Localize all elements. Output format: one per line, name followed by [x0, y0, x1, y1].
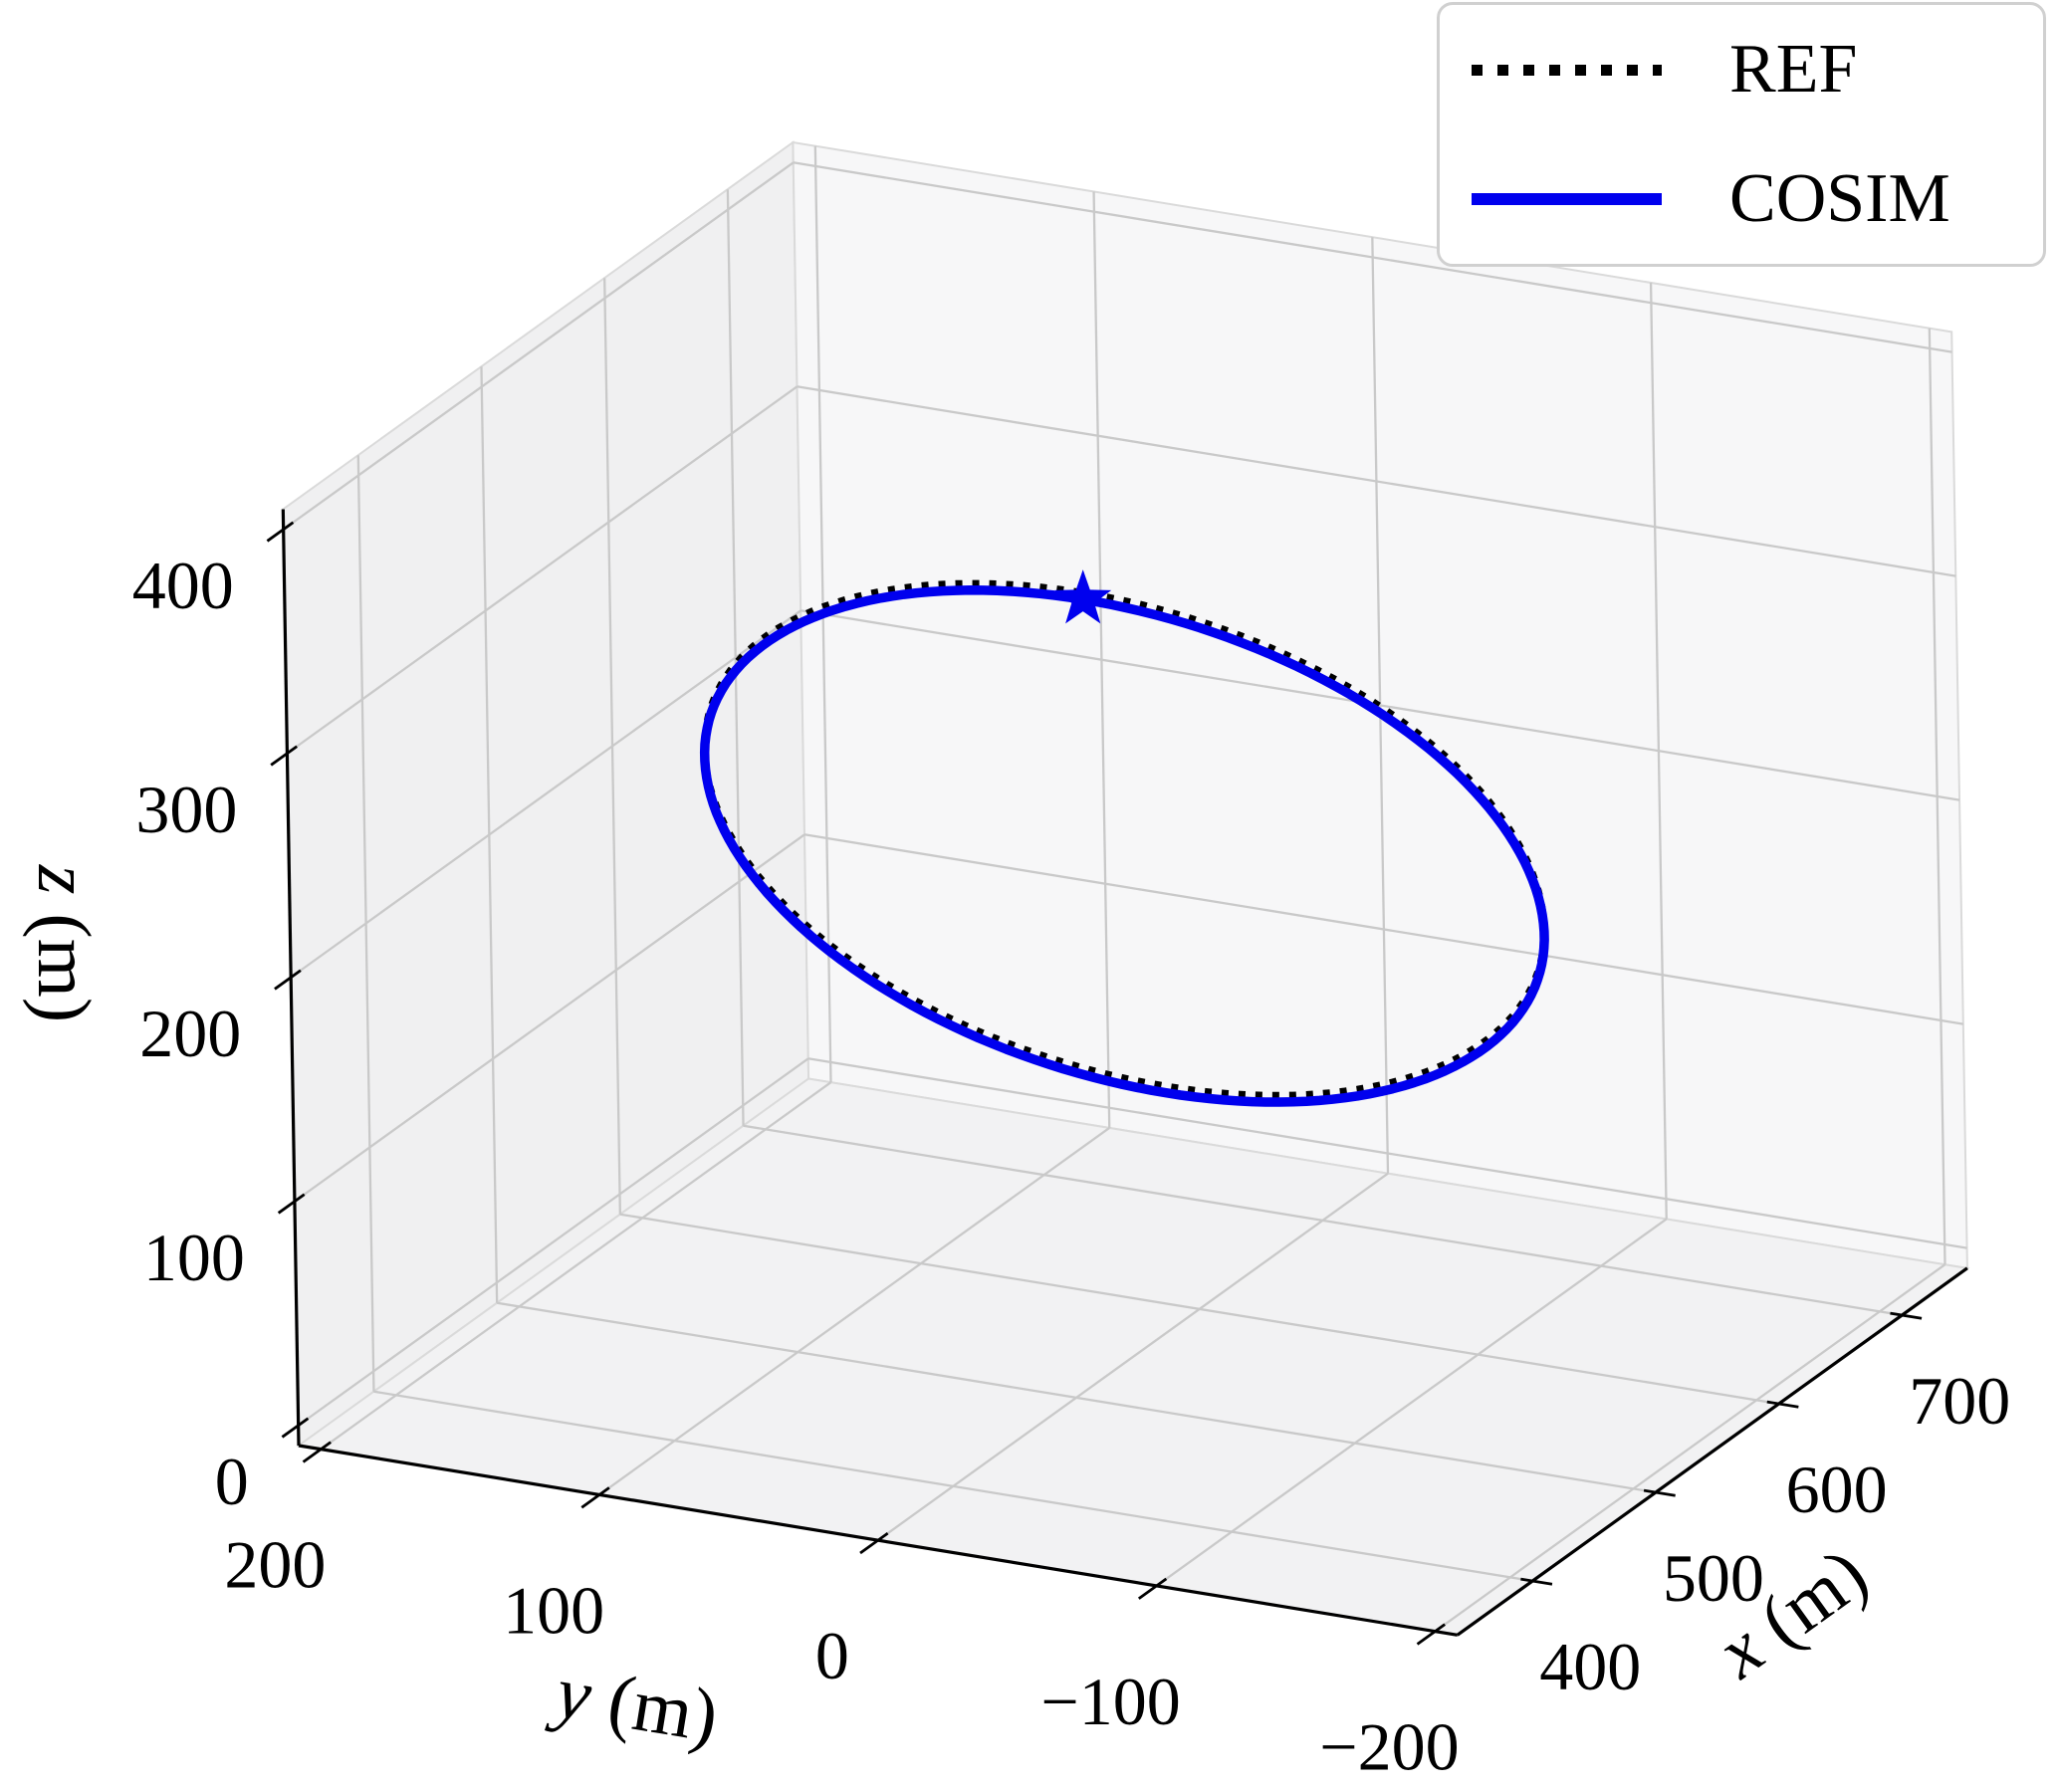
x-tick — [1766, 1400, 1799, 1409]
start-marker-star — [1054, 569, 1112, 624]
y-tick-label: −100 — [1040, 1664, 1180, 1739]
y-tick-label: 0 — [815, 1618, 849, 1693]
z-gridline-left — [282, 161, 795, 531]
x-tick-label: 500 — [1663, 1540, 1764, 1616]
y-gridline-floor — [598, 1127, 1110, 1496]
z-tick-label: 100 — [143, 1220, 245, 1295]
cosim-trajectory-line — [699, 585, 1549, 1107]
z-gridline-left — [290, 609, 801, 979]
z-tick-label: 400 — [132, 548, 234, 623]
x-axis-spine — [1456, 1266, 1968, 1637]
y-tick-label: 200 — [224, 1527, 326, 1603]
y-tick — [859, 1532, 889, 1555]
ref-dotted-line-sample — [1472, 64, 1662, 76]
legend-label-ref: REF — [1729, 31, 1858, 108]
legend-item-cosim: COSIM — [1440, 139, 2043, 259]
y-gridline-floor — [1434, 1263, 1946, 1633]
y-gridline-floor — [320, 1081, 832, 1451]
y-gridline-floor — [1155, 1218, 1668, 1587]
y-tick — [580, 1486, 610, 1509]
z-gridline-right — [803, 833, 1963, 1025]
y-tick-label: 100 — [503, 1572, 604, 1648]
z-tick-label: 0 — [215, 1444, 249, 1519]
legend: REF COSIM — [1437, 2, 2046, 267]
z-tick — [274, 969, 302, 991]
x-tick-label: 600 — [1786, 1452, 1888, 1527]
y-axis-title: y (m) — [544, 1649, 724, 1758]
z-tick-label: 300 — [135, 772, 237, 847]
y-tick — [302, 1441, 332, 1463]
x-tick-label: 700 — [1909, 1363, 2010, 1439]
y-tick — [1137, 1577, 1168, 1600]
z-tick — [266, 521, 295, 543]
z-gridline-left — [294, 833, 805, 1203]
z-gridline-left — [297, 1057, 809, 1427]
y-tick — [1416, 1623, 1446, 1646]
y-gridline-floor — [877, 1172, 1389, 1542]
x-tick — [1520, 1577, 1553, 1586]
z-axis-title: z (m) — [22, 864, 106, 1022]
z-gridline-right — [793, 161, 1952, 353]
x-tick — [1890, 1311, 1923, 1320]
z-gridline-right — [800, 609, 1960, 801]
z-tick — [270, 745, 298, 767]
legend-item-ref: REF — [1440, 10, 2043, 129]
x-tick — [1643, 1488, 1676, 1497]
z-gridline-right — [797, 385, 1956, 577]
z-gridline-left — [286, 385, 799, 755]
y-tick-label: −200 — [1319, 1709, 1459, 1785]
z-tick-label: 200 — [139, 996, 241, 1071]
cosim-solid-line-sample — [1472, 193, 1662, 205]
z-gridline-right — [807, 1057, 1967, 1249]
z-tick — [281, 1417, 310, 1439]
legend-label-cosim: COSIM — [1729, 160, 1950, 237]
x-tick-label: 400 — [1539, 1629, 1641, 1704]
z-tick — [277, 1193, 306, 1215]
